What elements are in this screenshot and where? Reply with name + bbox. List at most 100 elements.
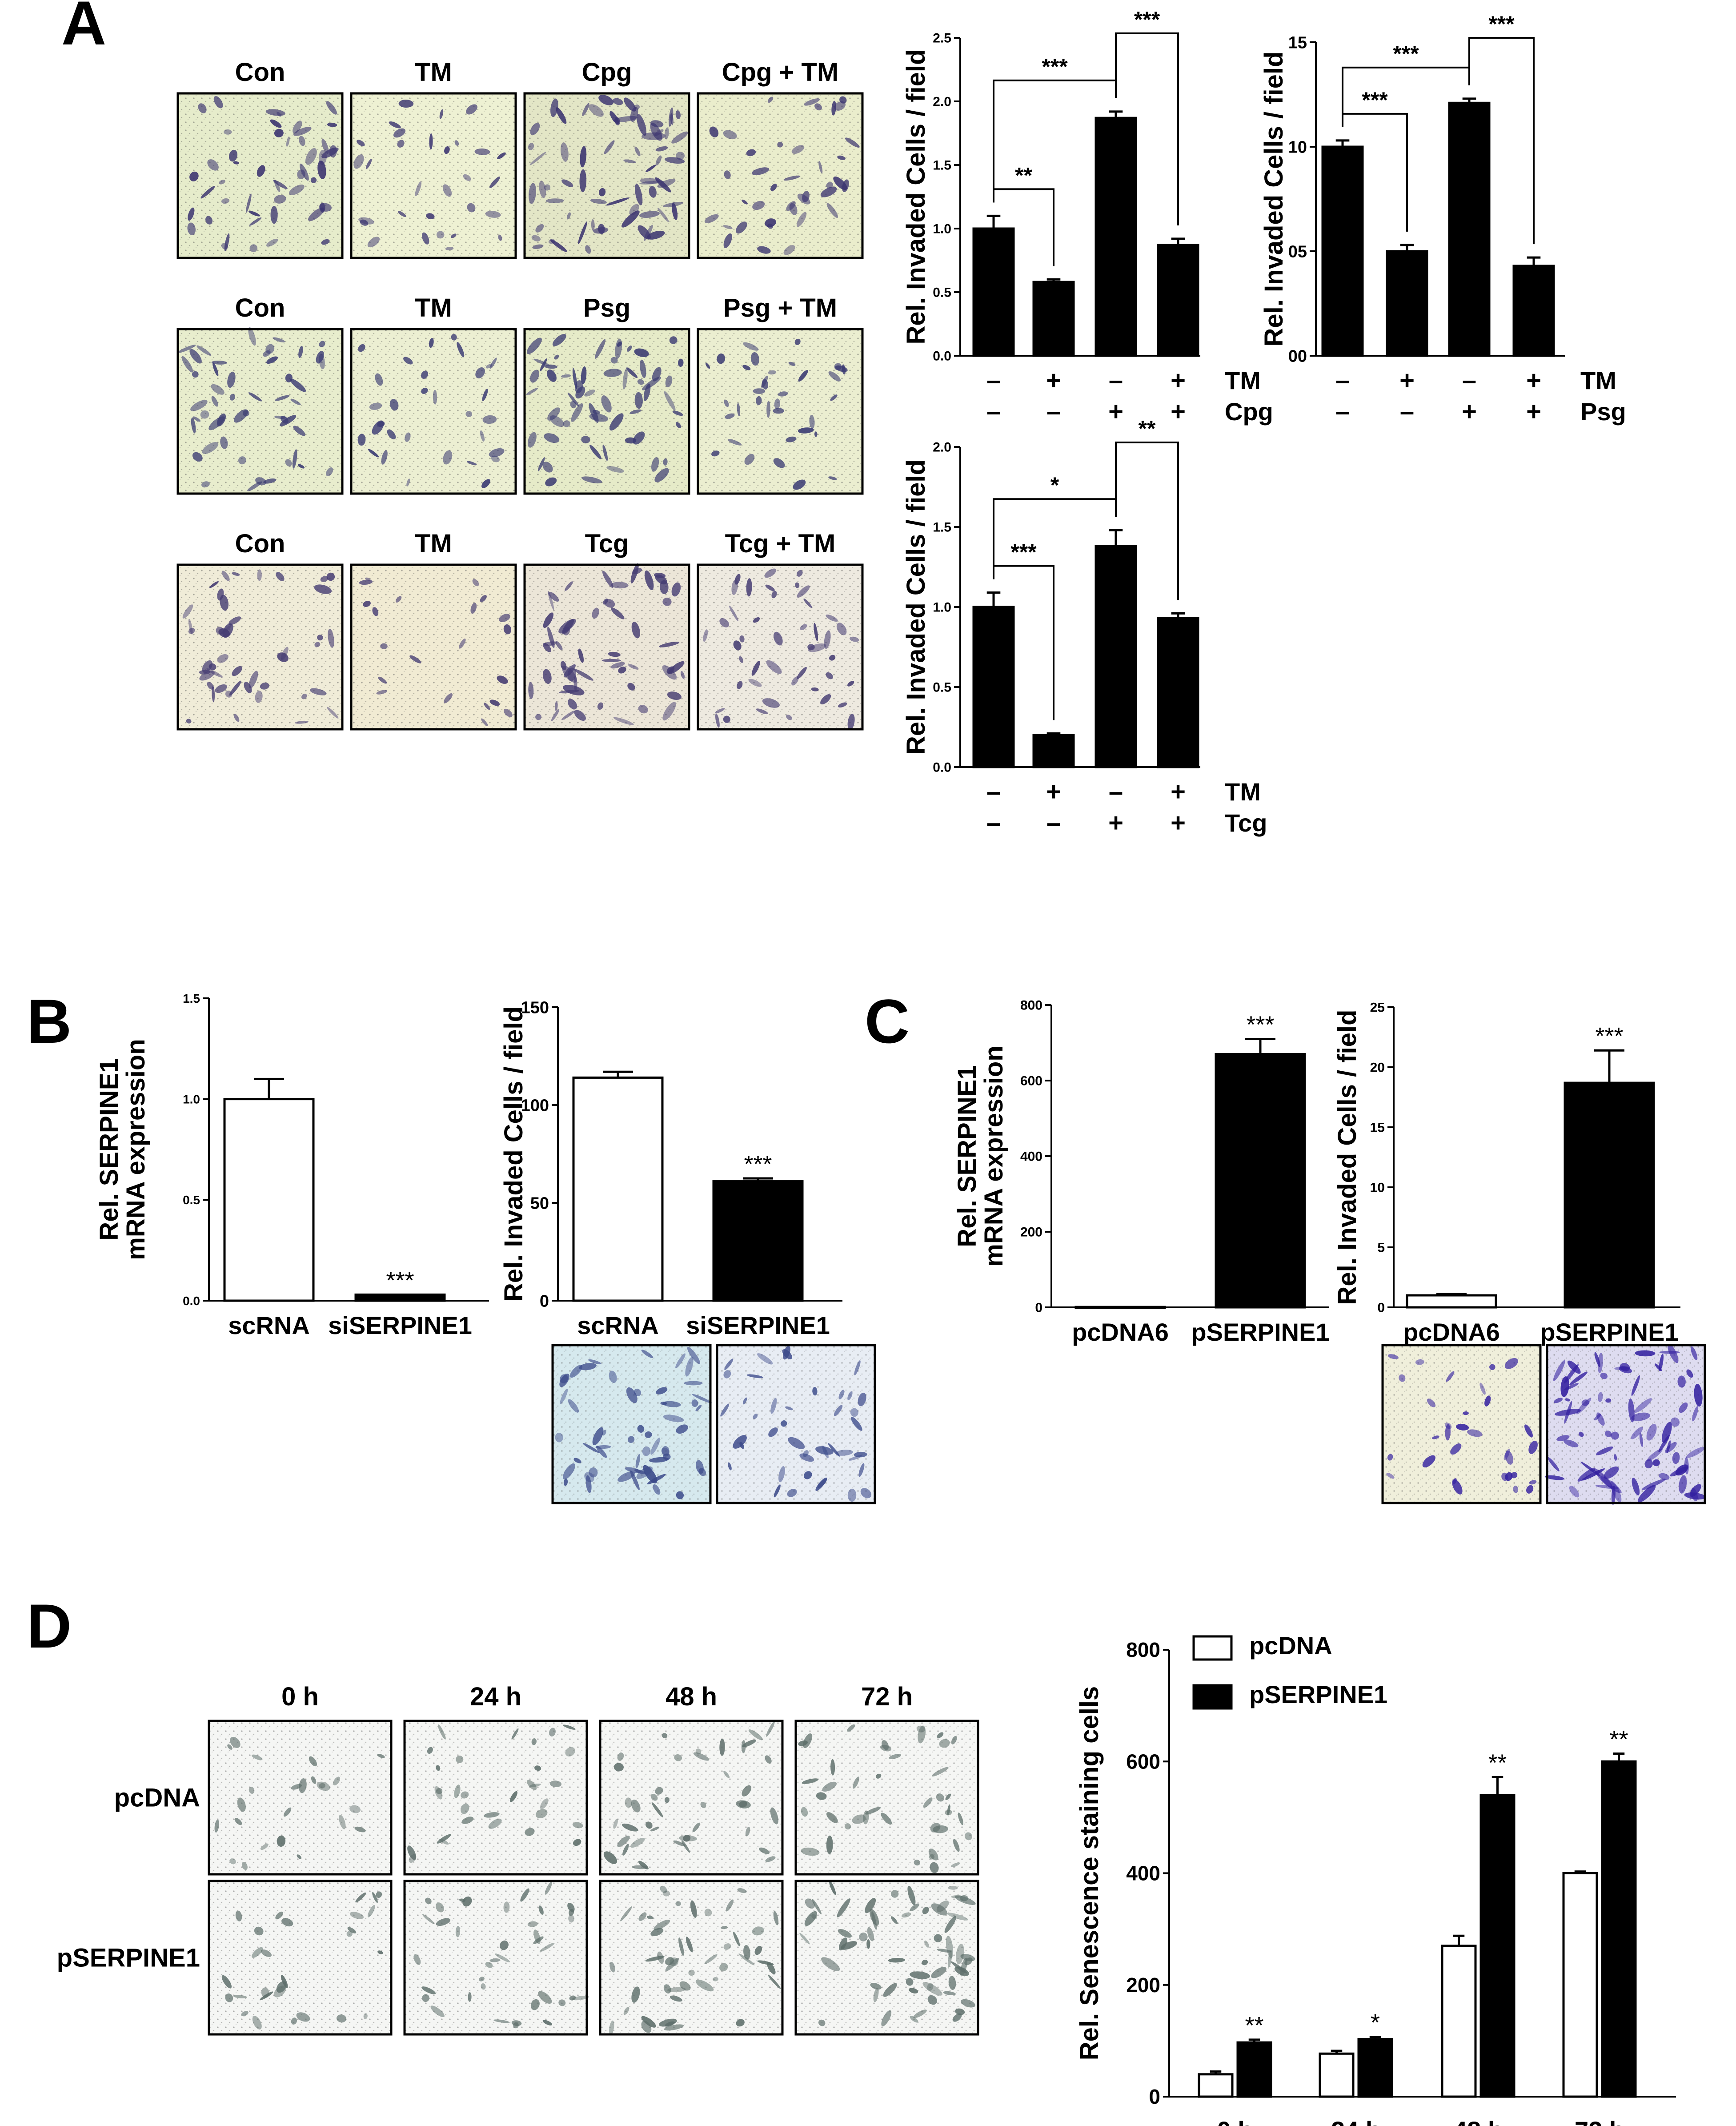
y-tick-label: 800	[1020, 998, 1042, 1013]
stained-cell	[753, 1414, 758, 1419]
stained-cell	[798, 370, 808, 382]
micrograph-texture	[351, 565, 516, 729]
stained-cell	[229, 394, 235, 401]
panel-letter-d: D	[27, 1591, 72, 1661]
stained-cell	[561, 179, 573, 187]
stained-cell	[650, 120, 664, 128]
x-tick-label: pSERPINE1	[1540, 1318, 1678, 1346]
micrograph-b	[716, 1344, 876, 1504]
stained-cell	[274, 1985, 286, 1997]
stained-cell	[493, 2019, 509, 2023]
stained-cell	[656, 1387, 668, 1395]
stained-cell	[724, 170, 731, 179]
stained-cell	[664, 2024, 684, 2031]
stained-cell	[275, 395, 290, 401]
stained-cell	[932, 1767, 949, 1776]
stained-cell	[948, 1885, 958, 1890]
stained-cell	[748, 679, 762, 687]
stained-cell	[781, 1420, 787, 1427]
y-tick-label: 1.5	[933, 158, 951, 173]
stained-cell	[723, 225, 733, 229]
stained-cell	[923, 1797, 933, 1808]
stained-cell	[765, 1755, 772, 1764]
micrograph-texture	[717, 1345, 875, 1503]
stained-cell	[634, 348, 649, 358]
stained-cell	[1596, 1446, 1613, 1455]
stained-cell	[266, 356, 278, 364]
stained-cell	[777, 141, 783, 148]
micrograph-frame	[176, 328, 344, 495]
stained-cell	[274, 129, 284, 137]
stained-cell	[426, 213, 435, 220]
stained-cell	[397, 211, 406, 217]
micrograph-frame	[697, 328, 864, 495]
micrograph-a	[523, 92, 690, 259]
stained-cell	[535, 714, 541, 720]
stained-cell	[263, 478, 277, 484]
stained-cell	[1386, 1472, 1395, 1479]
stained-cell	[723, 1370, 731, 1378]
stained-cell	[503, 1901, 510, 1913]
stained-cell	[665, 375, 673, 387]
significance-mark: ***	[1134, 7, 1160, 32]
micrograph-frame	[716, 1344, 876, 1504]
stained-cell	[565, 581, 573, 591]
stained-cell	[1641, 1479, 1666, 1490]
stained-cell	[568, 1914, 574, 1923]
stained-cell	[795, 582, 800, 588]
stained-cell	[671, 131, 688, 144]
stained-cell	[462, 1896, 472, 1907]
stained-cell	[632, 1865, 648, 1869]
stained-cell	[782, 1349, 792, 1359]
stained-cell	[654, 1920, 670, 1930]
stained-cell	[826, 1812, 838, 1823]
stained-cell	[617, 1471, 635, 1482]
stained-cell	[235, 1910, 242, 1921]
stained-cell	[715, 708, 725, 714]
stained-cell	[293, 121, 302, 134]
stained-cell	[321, 239, 330, 245]
stained-cell	[249, 211, 261, 217]
stained-cell	[662, 1446, 670, 1457]
stained-cell	[958, 1813, 963, 1825]
stained-cell	[435, 1902, 444, 1913]
stained-cell	[913, 2009, 927, 2018]
stained-cell	[489, 176, 500, 189]
condition-mark: –	[1335, 397, 1350, 426]
stained-cell	[358, 344, 365, 352]
stained-cell	[766, 660, 782, 674]
y-tick-label: 400	[1020, 1149, 1042, 1164]
significance-mark: *	[1371, 2009, 1380, 2036]
stained-cell	[229, 680, 241, 696]
stained-cell	[558, 619, 576, 634]
micrograph-d	[599, 1880, 784, 2036]
stained-cell	[252, 1947, 263, 1958]
stained-cell	[198, 103, 207, 113]
stained-cell	[355, 1892, 366, 1903]
micrograph-frame	[1546, 1344, 1706, 1504]
condition-mark: +	[1046, 366, 1061, 395]
stained-cell	[770, 184, 777, 191]
stained-cell	[436, 1788, 443, 1794]
stained-cell	[488, 1818, 502, 1829]
stained-cell	[484, 1812, 500, 1818]
stained-cell	[609, 413, 624, 431]
stained-cell	[848, 1455, 862, 1461]
stained-cell	[221, 571, 230, 581]
stained-cell	[695, 1404, 702, 1411]
stained-cell	[684, 1381, 703, 1386]
x-tick-label: pcDNA6	[1403, 1318, 1500, 1346]
stained-cell	[255, 691, 263, 703]
stained-cell	[409, 655, 421, 663]
stained-cell	[555, 1432, 563, 1443]
micrograph-d	[794, 1880, 979, 2036]
stained-cell	[529, 152, 546, 165]
stained-cell	[349, 1912, 364, 1919]
stained-cell	[719, 1963, 728, 1972]
micrograph-a	[697, 563, 864, 731]
stained-cell	[530, 123, 540, 135]
condition-mark: +	[1526, 366, 1541, 395]
stained-cell	[964, 1832, 972, 1841]
y-tick-label: 50	[530, 1194, 549, 1213]
